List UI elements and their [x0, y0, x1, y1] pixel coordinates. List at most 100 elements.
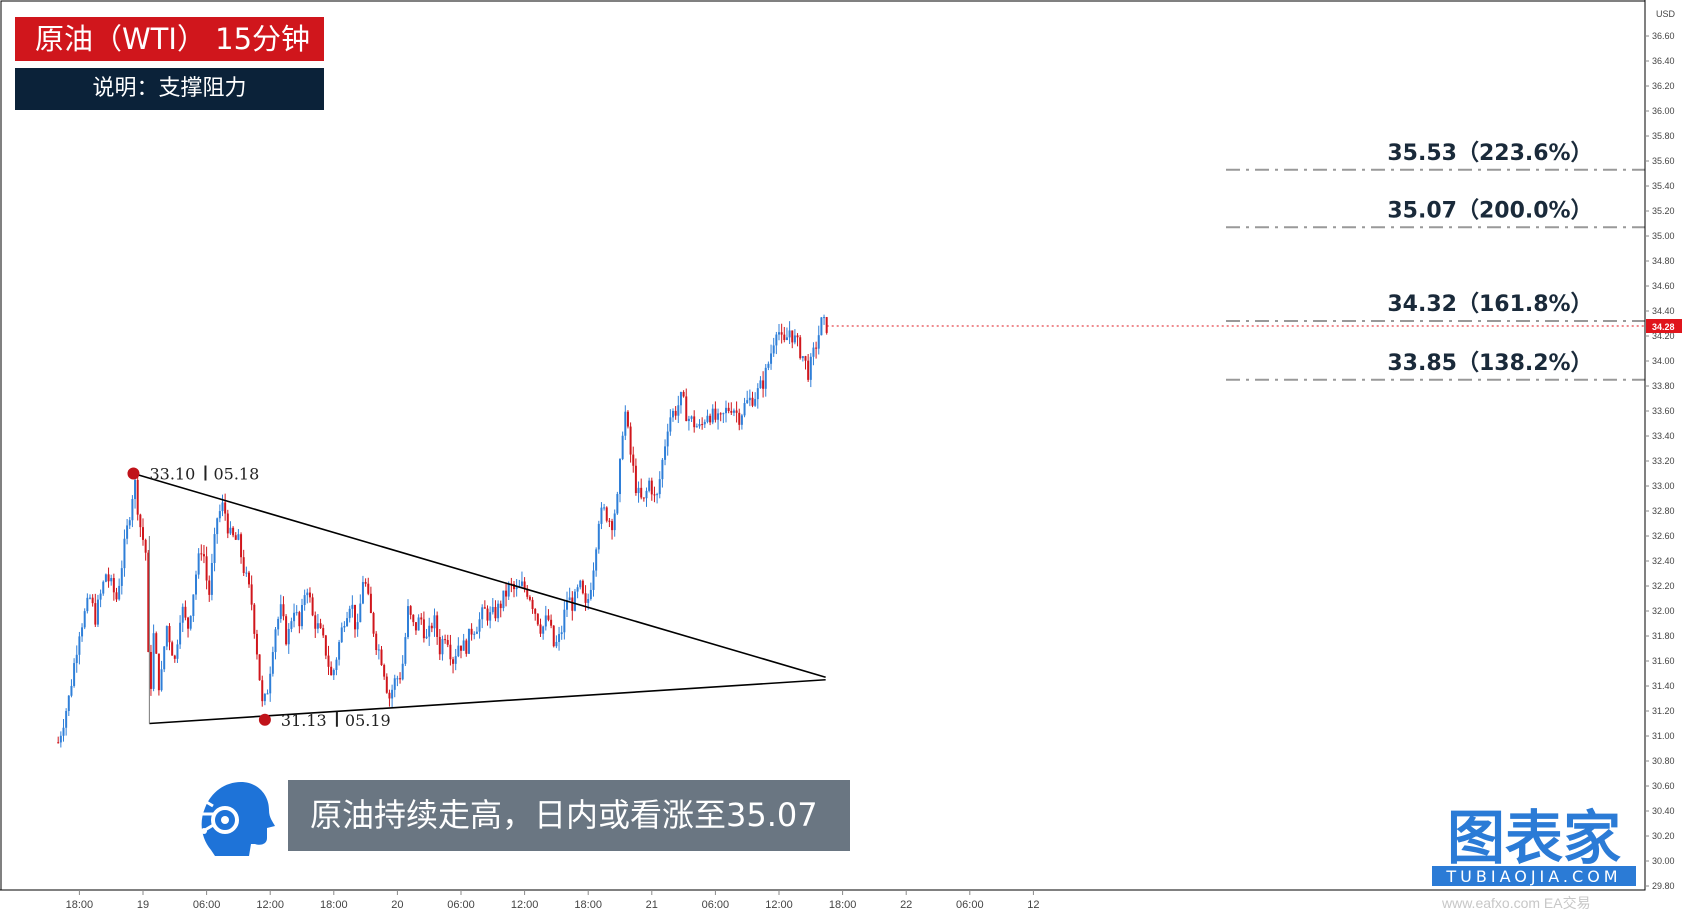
candle-body — [767, 363, 770, 368]
candle-body — [444, 639, 447, 641]
candle-body — [221, 502, 224, 512]
candle-body — [396, 678, 399, 680]
candle-body — [245, 572, 248, 574]
candle-body — [462, 640, 465, 651]
candle-body — [465, 640, 468, 654]
y-tick-label: 34.20 — [1652, 331, 1675, 341]
candle-body — [218, 511, 221, 519]
candle-body — [229, 527, 232, 534]
candle-body — [475, 631, 478, 634]
y-tick-label: 33.20 — [1652, 456, 1675, 466]
candle-body — [152, 633, 155, 689]
candle-body — [131, 499, 134, 521]
candle-body — [725, 407, 727, 414]
candle-body — [343, 625, 346, 628]
candle-body — [102, 581, 105, 594]
candle-body — [722, 413, 725, 415]
candle-body — [391, 689, 394, 699]
candle-body — [147, 552, 150, 652]
candle-body — [489, 612, 492, 621]
candle-body — [717, 413, 720, 420]
candle-body — [348, 608, 351, 619]
last-price-label: 34.28 — [1652, 322, 1675, 332]
candle-body — [801, 356, 804, 359]
y-tick-label: 31.80 — [1652, 631, 1675, 641]
x-tick-label: 18:00 — [320, 899, 348, 911]
candle-body — [441, 639, 444, 655]
candle-body — [134, 479, 137, 500]
candle-body — [330, 666, 333, 676]
candle-body — [261, 680, 264, 702]
candle-body — [695, 426, 698, 428]
candle-body — [250, 584, 253, 605]
x-tick-label: 06:00 — [193, 899, 221, 911]
candle-body — [650, 480, 653, 495]
y-tick-label: 34.00 — [1652, 356, 1675, 366]
candle-body — [571, 597, 574, 611]
y-axis-unit: USD — [1656, 9, 1676, 19]
candle-body — [285, 616, 288, 645]
candle-body — [690, 416, 693, 419]
candle-body — [502, 590, 505, 609]
candle-body — [404, 637, 407, 664]
candle-body — [184, 606, 187, 618]
candle-body — [380, 649, 383, 666]
candle-body — [70, 685, 73, 696]
candle-body — [762, 380, 765, 389]
candle-body — [258, 654, 261, 681]
candle-body — [560, 632, 563, 635]
candle-body — [351, 604, 354, 609]
candle-body — [759, 380, 762, 389]
candle-body — [248, 572, 250, 585]
candle-body — [687, 418, 690, 422]
candle-body — [783, 334, 786, 341]
candle-body — [494, 606, 497, 619]
candle-body — [664, 446, 667, 460]
candle-body — [375, 633, 378, 651]
candle-body — [566, 600, 568, 610]
candle-body — [361, 582, 364, 604]
y-tick-label: 35.20 — [1652, 206, 1675, 216]
trendline-upper — [133, 472, 826, 679]
candle-body — [460, 645, 462, 651]
candle-body — [576, 587, 579, 592]
candle-body — [809, 356, 812, 380]
candle-body — [224, 502, 227, 514]
candle-body — [306, 592, 309, 596]
y-tick-label: 35.00 — [1652, 231, 1675, 241]
candle-body — [277, 618, 280, 630]
candle-body — [62, 727, 65, 736]
candle-body — [592, 570, 595, 590]
pivot-date-label: 05.19 — [345, 711, 391, 730]
candle-body — [542, 626, 545, 634]
candle-body — [176, 644, 179, 659]
candle-body — [481, 607, 484, 620]
x-tick-label: 21 — [646, 899, 658, 911]
candle-body — [210, 563, 213, 595]
candle-body — [314, 615, 317, 629]
candle-body — [205, 556, 208, 581]
candle-body — [621, 435, 624, 459]
y-tick-label: 30.20 — [1652, 831, 1675, 841]
candle-body — [139, 514, 142, 528]
candle-body — [232, 527, 235, 536]
candle-body — [303, 595, 306, 606]
candle-body — [67, 695, 70, 711]
candle-body — [672, 410, 674, 418]
y-tick-label: 33.40 — [1652, 431, 1675, 441]
candle-body — [104, 574, 107, 582]
candle-body — [120, 568, 123, 586]
candle-body — [807, 360, 810, 380]
candle-body — [775, 334, 778, 346]
chart-description: 说明：支撑阻力 — [15, 68, 324, 110]
candle-body — [165, 626, 168, 647]
candle-body — [581, 580, 584, 594]
candle-body — [772, 345, 775, 354]
candle-body — [677, 405, 680, 416]
candle-body — [648, 480, 651, 491]
candle-body — [698, 424, 701, 427]
y-tick-label: 32.20 — [1652, 581, 1675, 591]
candle-body — [160, 669, 163, 691]
candle-body — [269, 673, 272, 694]
